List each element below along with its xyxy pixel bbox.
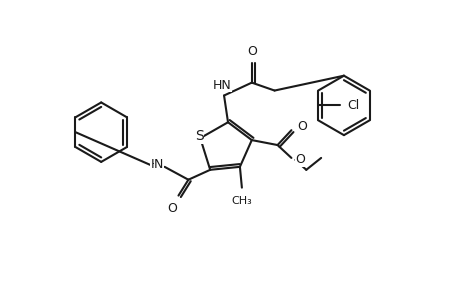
Text: CH₃: CH₃ <box>231 196 252 206</box>
Text: Cl: Cl <box>346 99 358 112</box>
Text: H: H <box>150 158 159 171</box>
Text: S: S <box>195 129 203 143</box>
Text: HN: HN <box>212 79 231 92</box>
Text: O: O <box>167 202 177 214</box>
Text: N: N <box>154 158 163 171</box>
Text: O: O <box>246 45 256 58</box>
Text: O: O <box>297 120 307 133</box>
Text: O: O <box>295 153 305 167</box>
